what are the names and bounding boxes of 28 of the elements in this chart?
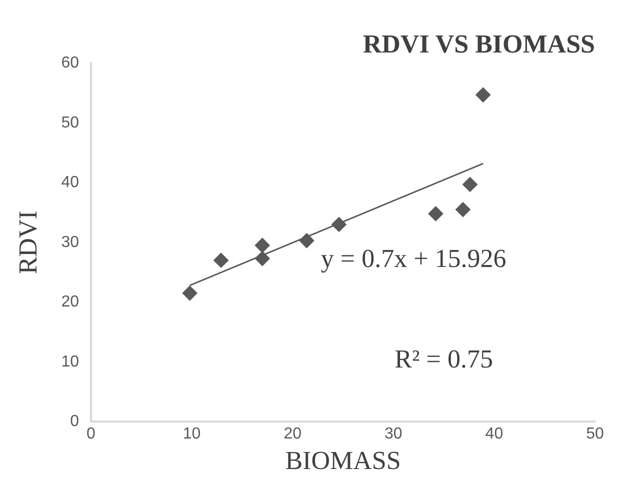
point <box>455 202 470 218</box>
point <box>299 233 314 248</box>
point <box>254 238 270 253</box>
y-tick-label: 30 <box>61 234 80 251</box>
point <box>428 206 444 222</box>
x-tick-label: 10 <box>182 426 201 443</box>
y-axis-title: RDVI <box>13 210 42 274</box>
x-axis-title: BIOMASS <box>285 446 401 476</box>
y-tick-label: 10 <box>61 353 80 370</box>
y-tick-label: 50 <box>61 114 80 132</box>
y-tick-label: 0 <box>70 413 80 430</box>
x-tick-label: 20 <box>284 426 302 443</box>
point <box>476 87 491 102</box>
point <box>182 286 198 301</box>
point <box>462 176 478 192</box>
x-tick-label: 50 <box>586 426 604 443</box>
x-tick-label: 40 <box>485 426 504 443</box>
y-tick-label: 60 <box>61 54 80 72</box>
y-tick-label: 20 <box>61 294 80 311</box>
point <box>254 251 270 266</box>
point <box>214 252 229 268</box>
annotation: y = 0.7x + 15.926 <box>320 244 506 274</box>
y-tick-label: 40 <box>61 174 80 192</box>
x-tick-label: 0 <box>86 426 96 443</box>
chart-title: RDVI VS BIOMASS <box>362 29 595 58</box>
point <box>331 216 346 232</box>
annotation: R² = 0.75 <box>394 344 493 374</box>
x-tick-label: 30 <box>384 426 402 443</box>
